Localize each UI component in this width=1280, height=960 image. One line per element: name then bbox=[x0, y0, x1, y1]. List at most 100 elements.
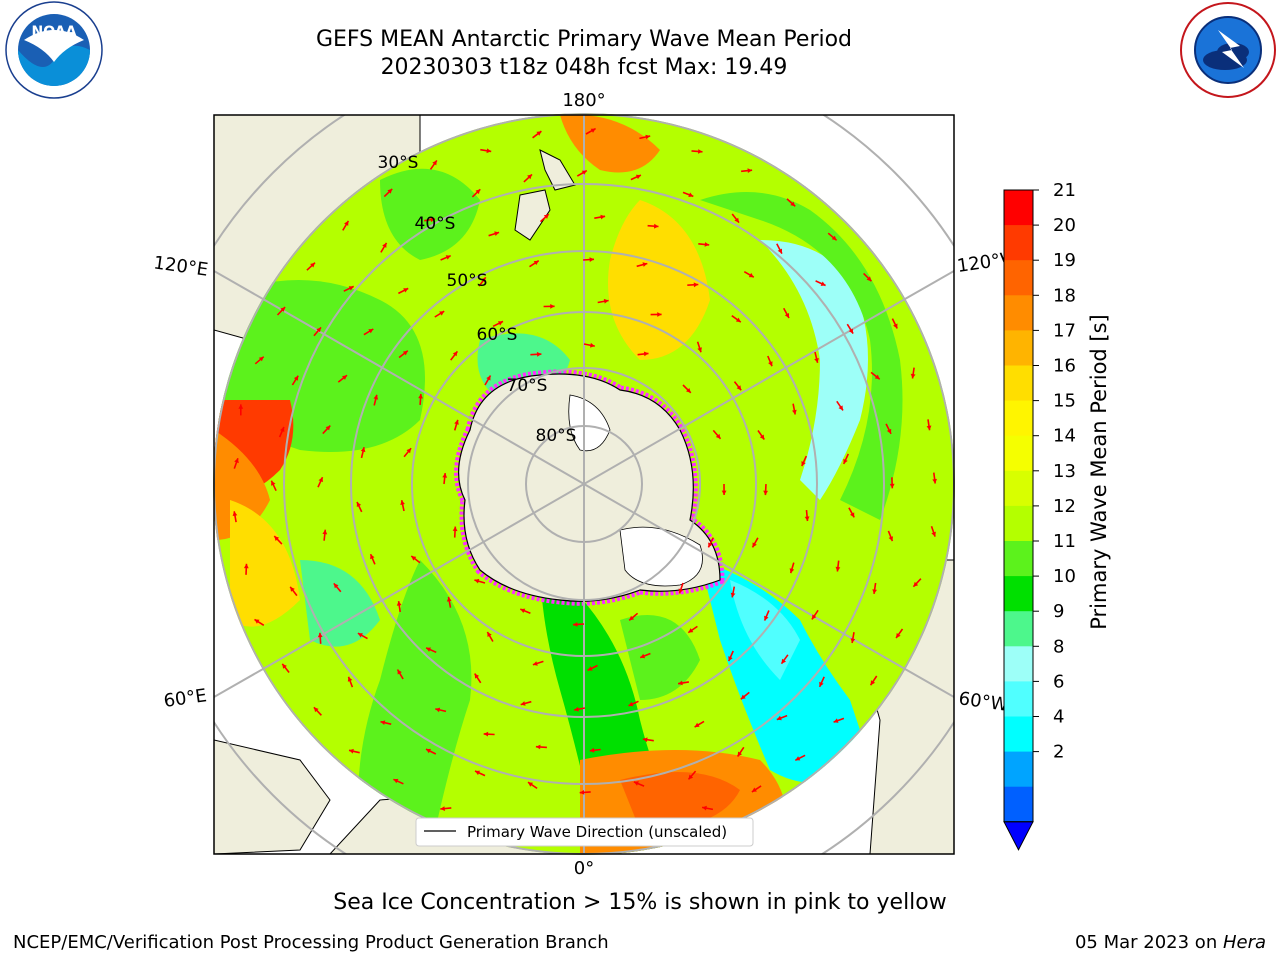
wave-arrow-head bbox=[439, 311, 445, 316]
legend-label: Primary Wave Direction (unscaled) bbox=[467, 823, 727, 841]
colorbar-segment bbox=[1004, 400, 1033, 437]
wave-arrow-head bbox=[349, 748, 354, 754]
wave-arrow-head bbox=[432, 160, 437, 166]
noaa-logo-icon: NOAA bbox=[5, 1, 103, 99]
wave-arrow-head bbox=[872, 589, 877, 594]
wave-arrow-head bbox=[740, 694, 746, 700]
wave-arrow-head bbox=[271, 480, 276, 486]
map-legend: Primary Wave Direction (unscaled) bbox=[415, 817, 754, 847]
colorbar-tick-label: 2 bbox=[1053, 742, 1064, 763]
colorbar-segment bbox=[1004, 295, 1033, 331]
wave-arrow-head bbox=[590, 128, 596, 133]
wave-arrow-head bbox=[759, 434, 765, 440]
wave-arrow-head bbox=[931, 531, 936, 537]
wave-arrow-head bbox=[402, 350, 408, 356]
wave-arrow-head bbox=[357, 633, 363, 638]
wave-arrow-head bbox=[587, 666, 593, 671]
wave-arrow-head bbox=[317, 632, 323, 638]
wave-arrow-head bbox=[342, 375, 347, 380]
colorbar-tick-label: 12 bbox=[1053, 496, 1076, 517]
footer-date: 05 Mar 2023 on Hera bbox=[1075, 932, 1266, 953]
wave-arrow-head bbox=[573, 622, 578, 627]
wave-arrow-head bbox=[274, 536, 280, 541]
wave-arrow-head bbox=[629, 615, 635, 621]
wave-arrow-head bbox=[642, 262, 648, 267]
wave-arrow-head bbox=[870, 680, 876, 686]
wave-arrow-head bbox=[579, 790, 585, 795]
colorbar-segment bbox=[1004, 576, 1033, 612]
wave-arrow-head bbox=[752, 542, 757, 548]
wave-arrow-head bbox=[356, 502, 362, 507]
lat-label-30: 30°S bbox=[378, 153, 419, 173]
colorbar-segment bbox=[1004, 751, 1033, 788]
wave-arrow-head bbox=[382, 242, 387, 248]
wave-arrow-head bbox=[721, 490, 727, 495]
colorbar-segment bbox=[1004, 611, 1033, 647]
wave-arrow-head bbox=[643, 351, 649, 357]
footer-credit: NCEP/EMC/Verification Post Processing Pr… bbox=[13, 932, 609, 953]
wave-arrow-head bbox=[697, 347, 702, 353]
wave-arrow-head bbox=[589, 747, 595, 753]
colorbar-segment bbox=[1004, 435, 1033, 472]
wave-arrow-head bbox=[254, 619, 260, 624]
lat-label-80: 80°S bbox=[536, 426, 577, 446]
wave-arrow-head bbox=[400, 500, 405, 505]
colorbar-tick-label: 17 bbox=[1053, 320, 1076, 341]
colorbar-segment bbox=[1004, 716, 1033, 753]
colorbar-segment bbox=[1004, 225, 1033, 261]
wave-arrow-head bbox=[843, 458, 848, 464]
wave-arrow-head bbox=[316, 327, 321, 333]
colorbar-tick-label: 13 bbox=[1053, 461, 1076, 482]
wave-arrow-head bbox=[426, 647, 431, 652]
wave-arrow-head bbox=[889, 483, 895, 489]
wave-arrow-head bbox=[440, 806, 445, 811]
wave-arrow-head bbox=[475, 189, 481, 195]
wave-arrow-head bbox=[804, 516, 810, 521]
wave-arrow-head bbox=[893, 323, 898, 329]
wave-arrow-head bbox=[373, 394, 379, 400]
wave-arrow-head bbox=[642, 737, 648, 743]
footer-host: Hera bbox=[1222, 932, 1266, 953]
wave-arrow-head bbox=[348, 286, 354, 291]
wave-arrow-head bbox=[708, 542, 713, 548]
wave-arrow-head bbox=[344, 220, 349, 226]
wave-arrow-head bbox=[325, 425, 331, 431]
colorbar-segment bbox=[1004, 786, 1033, 823]
colorbar-segment bbox=[1004, 330, 1033, 366]
wave-arrow-head bbox=[426, 748, 431, 754]
chart-title: GEFS MEAN Antarctic Primary Wave Mean Pe… bbox=[315, 27, 853, 52]
colorbar-frame bbox=[1003, 189, 1034, 823]
wave-arrow-head bbox=[454, 419, 459, 425]
wave-arrow-head bbox=[333, 583, 339, 589]
wave-arrow-head bbox=[657, 312, 662, 317]
colorbar-tick-label: 21 bbox=[1053, 180, 1076, 201]
wave-arrow-head bbox=[360, 447, 366, 453]
wave-arrow-head bbox=[318, 477, 323, 483]
wave-arrow-head bbox=[910, 373, 916, 379]
wave-arrow-head bbox=[795, 756, 801, 761]
wave-arrow-head bbox=[831, 235, 837, 241]
wave-arrow-head bbox=[581, 170, 587, 175]
wave-arrow-head bbox=[833, 718, 839, 723]
wave-arrow-head bbox=[728, 656, 733, 662]
wave-arrow-head bbox=[926, 425, 932, 431]
colorbar-segment bbox=[1004, 505, 1033, 542]
colorbar-tick-label: 6 bbox=[1053, 671, 1064, 692]
wave-arrow-head bbox=[232, 511, 238, 516]
map-frame bbox=[213, 114, 955, 855]
colorbar-segment bbox=[1004, 260, 1033, 296]
wave-arrow-head bbox=[393, 778, 399, 784]
wave-arrow-head bbox=[850, 638, 856, 643]
wave-arrow-head bbox=[452, 351, 458, 357]
wave-arrow-head bbox=[483, 731, 489, 737]
wave-arrow-head bbox=[452, 526, 458, 532]
wave-arrow-head bbox=[258, 356, 264, 362]
wave-arrow-head bbox=[486, 148, 492, 154]
wave-arrow-head bbox=[777, 248, 782, 254]
wave-direction-arrows bbox=[232, 127, 937, 839]
svg-text:NOAA: NOAA bbox=[32, 24, 77, 40]
wave-arrow-head bbox=[536, 351, 542, 357]
wave-arrow-head bbox=[932, 478, 937, 484]
wave-arrow-head bbox=[411, 556, 417, 561]
